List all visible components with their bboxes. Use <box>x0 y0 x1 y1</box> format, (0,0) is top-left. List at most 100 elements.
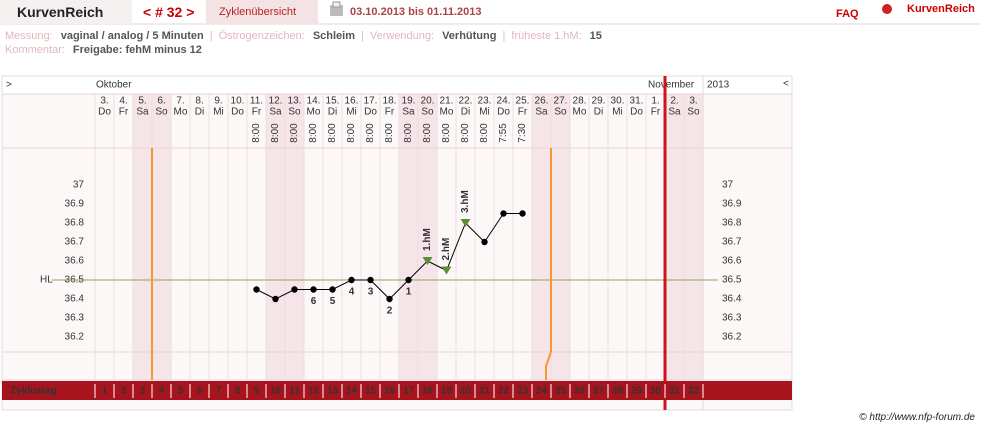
temperature-point <box>348 276 355 284</box>
cycle-day: 21 <box>479 386 491 397</box>
hm-label: 2.hM <box>441 238 452 261</box>
weekend-column <box>532 94 551 380</box>
month-label: November <box>648 80 695 91</box>
y-tick-label: 36.6 <box>65 256 85 267</box>
cycle-day: 14 <box>346 386 358 397</box>
date: 6. <box>157 96 165 107</box>
cycle-day: 16 <box>384 386 396 397</box>
cycle-day: 30 <box>650 386 662 397</box>
weekday: Di <box>594 107 603 118</box>
date: 24. <box>497 96 511 107</box>
date: 3. <box>100 96 108 107</box>
date: 28. <box>573 96 587 107</box>
weekend-column <box>665 94 684 380</box>
y-tick-label-right: 36.7 <box>722 237 742 248</box>
date: 5. <box>138 96 146 107</box>
cycle-day: 25 <box>555 386 567 397</box>
cycle-day: 22 <box>498 386 510 397</box>
brand: KurvenReich <box>17 4 104 20</box>
info-value: Schleim <box>312 30 355 42</box>
print-icon[interactable] <box>330 5 343 16</box>
y-tick-label-right: 36.3 <box>722 313 742 324</box>
tab[interactable]: Zyklenübersicht <box>219 6 297 18</box>
cycle-day: 3 <box>140 386 146 397</box>
info-label: früheste 1.hM: <box>511 30 582 42</box>
time: 8:00 <box>346 123 357 143</box>
cycle-day: 19 <box>441 386 453 397</box>
temperature-point <box>481 238 488 246</box>
weekday: So <box>155 107 168 118</box>
year: 2013 <box>707 80 730 91</box>
count-label: 1 <box>406 287 412 298</box>
date: 11. <box>250 96 263 107</box>
weekday: Do <box>98 107 111 118</box>
cycle-day: 6 <box>197 386 203 397</box>
cycle-day: 26 <box>574 386 586 397</box>
brand-box <box>0 0 132 24</box>
cycle-day: 10 <box>270 386 282 397</box>
weekday: Mo <box>573 107 587 118</box>
weekday: Do <box>497 107 510 118</box>
copyright: © http://www.nfp-forum.de <box>859 412 975 423</box>
logo-text[interactable]: KurvenReich <box>907 3 975 15</box>
temperature-point <box>519 210 526 217</box>
weekday: Mi <box>213 107 224 118</box>
cycle-nav[interactable]: < # 32 > <box>143 4 195 20</box>
y-tick-label: 36.3 <box>65 313 85 324</box>
time: 8:00 <box>441 123 452 143</box>
date: 10. <box>231 96 245 107</box>
nav-prev[interactable]: > <box>6 80 12 91</box>
weekday: Mo <box>174 107 188 118</box>
time: 8:00 <box>365 123 376 143</box>
date: 18. <box>383 96 397 107</box>
weekday: Di <box>195 107 204 118</box>
cycle-day: 17 <box>403 386 415 397</box>
weekday: Fr <box>651 107 661 118</box>
date: 14. <box>307 96 321 107</box>
info-value: 15 <box>589 30 602 42</box>
weekend-column <box>684 94 703 380</box>
date: 7. <box>176 96 184 107</box>
cycle-day: 13 <box>327 386 339 397</box>
hm-marker <box>441 266 452 275</box>
date: 25. <box>516 96 530 107</box>
time: 7:55 <box>498 123 509 143</box>
cycle-bar <box>2 381 792 400</box>
nav-next[interactable]: < <box>783 79 789 90</box>
separator: | <box>209 30 213 42</box>
date: 27. <box>554 96 568 107</box>
cycle-day: 2 <box>121 386 127 397</box>
y-tick-label: 37 <box>73 180 85 191</box>
time: 8:00 <box>251 123 262 143</box>
cycle-day: 28 <box>612 386 624 397</box>
weekday: Di <box>328 107 337 118</box>
cycle-day: 5 <box>178 386 184 397</box>
info-label: Messung: <box>5 30 53 42</box>
time: 8:00 <box>460 123 471 143</box>
date: 2. <box>670 96 678 107</box>
weekday: Do <box>364 107 377 118</box>
date: 21. <box>440 96 454 107</box>
time: 8:00 <box>384 123 395 143</box>
date: 31. <box>630 96 644 107</box>
info-label: Verwendung: <box>369 30 435 42</box>
cycle-day: 31 <box>669 386 681 397</box>
count-label: 3 <box>368 287 374 298</box>
date: 3. <box>689 96 697 107</box>
y-tick-label: 36.2 <box>65 332 85 343</box>
time: 8:00 <box>289 123 300 143</box>
separator: | <box>502 30 506 42</box>
temperature-point <box>291 286 298 293</box>
weekday: So <box>421 107 434 118</box>
weekday: Mi <box>479 107 490 118</box>
weekend-column <box>266 94 285 380</box>
hm-label: 3.hM <box>460 190 471 213</box>
date: 9. <box>214 96 222 107</box>
weekday: Fr <box>252 107 262 118</box>
y-tick-label: 36.4 <box>65 294 85 305</box>
weekday: Do <box>231 107 244 118</box>
temperature-point <box>500 210 507 217</box>
faq-link[interactable]: FAQ <box>836 8 859 20</box>
date: 15. <box>326 96 340 107</box>
